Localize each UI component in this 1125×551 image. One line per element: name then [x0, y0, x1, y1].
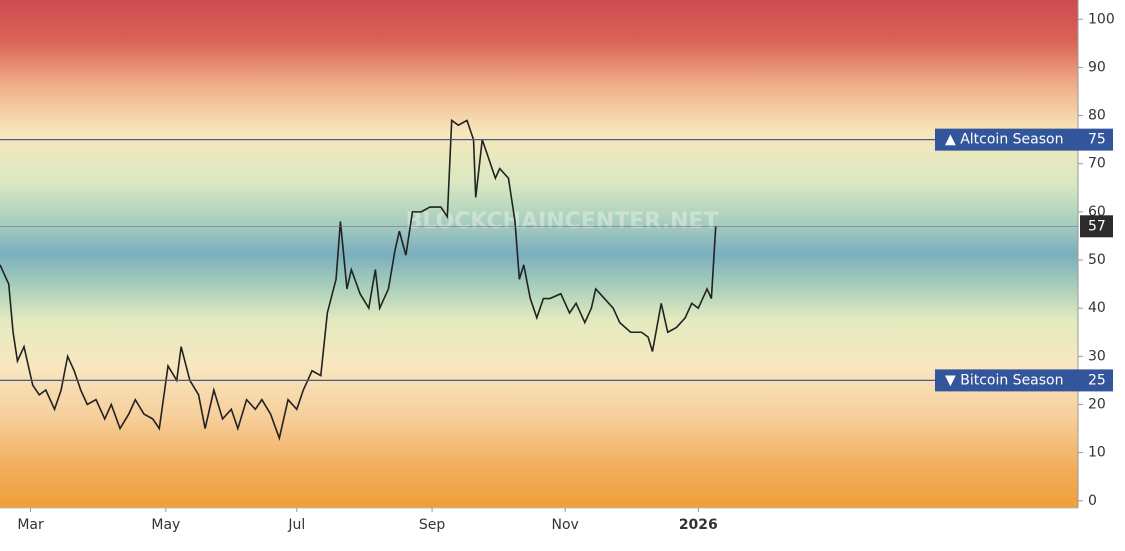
threshold-tag	[935, 369, 1113, 392]
threshold-label: ▼ Bitcoin Season	[945, 372, 1064, 388]
x-tick-label: Nov	[552, 517, 579, 533]
background-gradient	[0, 0, 1078, 508]
line-series	[0, 118, 717, 442]
x-tick-label: Sep	[419, 517, 446, 533]
y-tick-label: 10	[1088, 445, 1106, 461]
y-tick-label: 50	[1088, 252, 1106, 268]
y-tick-label: 20	[1088, 396, 1106, 412]
threshold-tag	[935, 128, 1113, 151]
last-value-label: 57	[1088, 218, 1106, 234]
y-tick-label: 40	[1088, 300, 1106, 316]
threshold-value: 25	[1088, 372, 1106, 388]
last-value-tag	[1080, 215, 1113, 238]
y-tick-label: 0	[1088, 493, 1097, 509]
x-tick-label: Mar	[17, 517, 44, 533]
x-tick-label: Jul	[287, 517, 305, 533]
watermark: BLOCKCHAINCENTER.NET	[406, 209, 719, 234]
y-tick-label: 100	[1088, 11, 1115, 27]
threshold-value: 75	[1088, 132, 1106, 148]
threshold-label: ▲ Altcoin Season	[945, 132, 1063, 148]
x-tick-label: May	[151, 517, 180, 533]
x-tick-label: 2026	[679, 517, 718, 533]
y-tick-label: 90	[1088, 59, 1106, 75]
y-tick-label: 30	[1088, 348, 1106, 364]
y-tick-label: 80	[1088, 108, 1106, 124]
y-tick-label: 70	[1088, 156, 1106, 172]
